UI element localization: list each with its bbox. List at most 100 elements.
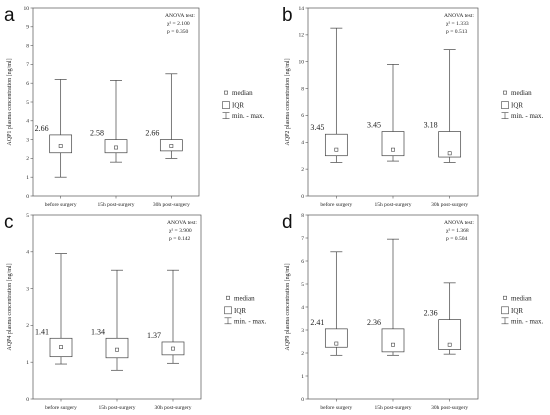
legend: median IQR min. - max. bbox=[222, 89, 265, 120]
anova-annotation: ANOVA test: χ² = 2.100 p = 0.350 bbox=[165, 13, 195, 35]
legend-iqr-label: IQR bbox=[511, 307, 523, 315]
y-tick-label: 3 bbox=[26, 137, 29, 143]
median-label: 1.34 bbox=[91, 327, 105, 336]
anova-p: p = 0.142 bbox=[169, 236, 191, 242]
y-tick-label: 6 bbox=[301, 259, 304, 265]
legend-iqr-box bbox=[222, 101, 230, 109]
median-marker bbox=[391, 342, 395, 347]
legend-iqr-label: IQR bbox=[234, 307, 246, 315]
legend-median-label: median bbox=[232, 89, 253, 97]
anova-chi2: χ² = 1.368 bbox=[446, 228, 469, 234]
y-tick-label: 1 bbox=[301, 374, 304, 380]
anova-chi2: χ² = 3.900 bbox=[169, 228, 192, 234]
y-tick-label: 9 bbox=[26, 25, 29, 31]
panel-letter: b bbox=[282, 5, 293, 26]
legend-range-label: min. - max. bbox=[234, 317, 267, 325]
y-tick-label: 5 bbox=[26, 213, 29, 219]
iqr-box bbox=[438, 131, 462, 158]
iqr-box bbox=[438, 319, 462, 350]
x-tick-label: 30h post-surgery bbox=[154, 405, 191, 411]
panel-a: a 0 1 2 3 4 5 6 7 8 9 10 AQP1 plasma concentration [… bbox=[4, 5, 265, 208]
panel-letter: d bbox=[282, 212, 293, 233]
median-marker bbox=[334, 341, 339, 346]
legend: median IQR min. - max. bbox=[501, 294, 544, 325]
panel-c: c 0 1 2 3 4 5 AQP4 plasma concentration [ng/ml]… bbox=[4, 212, 267, 411]
anova-chi2: χ² = 1.333 bbox=[446, 21, 469, 27]
x-tick-label: 15h post-surgery bbox=[98, 405, 135, 411]
y-tick-label: 4 bbox=[301, 140, 304, 146]
legend-range-label: min. - max. bbox=[511, 317, 544, 325]
box-0: before surgery 2.41 bbox=[310, 251, 352, 411]
y-tick-label: 3 bbox=[26, 286, 29, 292]
y-axis-label: AQP9 plasma concentration [ng/ml] bbox=[285, 263, 291, 350]
iqr-box bbox=[324, 133, 348, 157]
legend: median IQR min. - max. bbox=[501, 89, 544, 120]
y-tick-label: 7 bbox=[26, 62, 29, 68]
box-2: 30h post-surgery 2.66 bbox=[145, 73, 190, 208]
y-tick-label: 0 bbox=[301, 397, 304, 403]
median-label: 2.66 bbox=[35, 124, 49, 133]
y-tick-label: 14 bbox=[299, 6, 305, 12]
median-label: 2.58 bbox=[90, 129, 104, 138]
legend-median-marker bbox=[224, 90, 228, 95]
legend-median-marker bbox=[226, 295, 230, 300]
anova-annotation: ANOVA test: χ² = 1.368 p = 0.504 bbox=[444, 220, 474, 242]
y-tick-label: 2 bbox=[301, 351, 304, 357]
median-marker bbox=[58, 144, 63, 148]
y-tick-label: 10 bbox=[299, 60, 305, 66]
x-tick-label: 15h post-surgery bbox=[374, 405, 411, 411]
y-tick-label: 0 bbox=[26, 397, 29, 403]
x-tick-label: before surgery bbox=[45, 404, 77, 411]
median-label: 3.18 bbox=[424, 121, 438, 130]
x-tick-label: 15h post-surgery bbox=[374, 202, 411, 208]
median-label: 2.41 bbox=[310, 318, 324, 327]
panel-letter: a bbox=[4, 5, 15, 26]
median-marker bbox=[171, 346, 175, 351]
median-label: 3.45 bbox=[367, 121, 381, 130]
anova-title: ANOVA test: bbox=[444, 220, 474, 226]
median-marker bbox=[59, 345, 63, 350]
median-label: 3.45 bbox=[310, 123, 324, 132]
box-0: before surgery 2.66 bbox=[35, 79, 77, 208]
box-2: 30h post-surgery 1.37 bbox=[147, 269, 192, 411]
y-tick-label: 1 bbox=[26, 175, 29, 181]
y-tick-label: 2 bbox=[26, 156, 29, 162]
box-0: before surgery 1.41 bbox=[35, 253, 77, 411]
y-tick-label: 3 bbox=[301, 328, 304, 334]
anova-title: ANOVA test: bbox=[165, 13, 195, 19]
legend: median IQR min. - max. bbox=[224, 294, 267, 325]
y-tick-label: 4 bbox=[301, 305, 304, 311]
anova-title: ANOVA test: bbox=[444, 13, 474, 19]
y-tick-label: 6 bbox=[26, 81, 29, 87]
y-tick-label: 12 bbox=[299, 33, 305, 39]
anova-title: ANOVA test: bbox=[167, 220, 197, 226]
y-axis-label: AQP2 plasma concentration [ng/ml] bbox=[285, 58, 291, 145]
legend-iqr-label: IQR bbox=[511, 102, 523, 110]
legend-iqr-label: IQR bbox=[232, 102, 244, 110]
y-tick-label: 7 bbox=[301, 236, 304, 242]
y-tick-label: 8 bbox=[301, 86, 304, 92]
iqr-box bbox=[381, 131, 405, 157]
x-tick-label: 30h post-surgery bbox=[153, 202, 190, 208]
panel-letter: c bbox=[4, 212, 14, 233]
y-tick-label: 5 bbox=[301, 282, 304, 288]
anova-p: p = 0.504 bbox=[446, 236, 468, 242]
y-tick-label: 5 bbox=[26, 100, 29, 106]
box-0: before surgery 3.45 bbox=[310, 27, 352, 208]
iqr-box bbox=[324, 328, 348, 348]
y-axis-label: AQP1 plasma concentration [ng/ml] bbox=[7, 58, 13, 145]
y-tick-label: 8 bbox=[26, 43, 29, 49]
box-1: 15h post-surgery 3.45 bbox=[367, 64, 412, 208]
legend-median-marker bbox=[503, 295, 507, 300]
median-marker bbox=[114, 145, 118, 150]
y-tick-label: 1 bbox=[26, 360, 29, 366]
anova-chi2: χ² = 2.100 bbox=[167, 21, 190, 27]
y-axis-label: AQP4 plasma concentration [ng/ml] bbox=[7, 263, 13, 350]
box-1: 15h post-surgery 2.58 bbox=[90, 80, 135, 208]
legend-median-label: median bbox=[511, 294, 532, 302]
legend-range-label: min. - max. bbox=[511, 112, 544, 120]
anova-annotation: ANOVA test: χ² = 1.333 p = 0.513 bbox=[444, 13, 474, 35]
anova-p: p = 0.350 bbox=[167, 29, 189, 35]
median-label: 2.36 bbox=[424, 309, 438, 318]
